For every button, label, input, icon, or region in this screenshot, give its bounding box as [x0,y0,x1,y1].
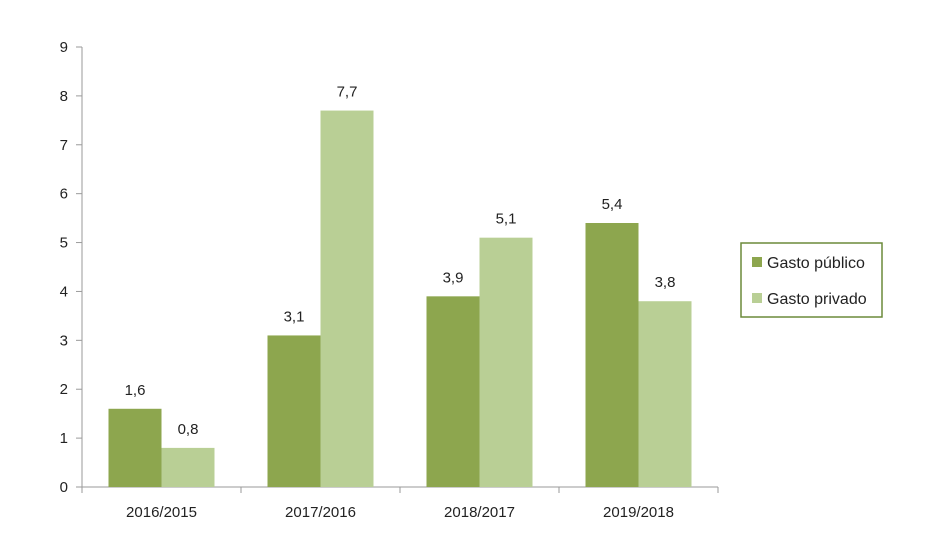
y-tick-label: 0 [60,479,68,496]
legend-box [740,242,883,318]
legend-label-gasto-privado: Gasto privado [767,291,867,308]
data-label: 0,8 [178,421,199,438]
data-label: 5,1 [496,211,517,228]
y-tick-label: 2 [60,381,68,398]
bar [426,296,480,487]
legend-swatch-gasto-privado [752,293,762,303]
bar [161,447,215,487]
data-label: 5,4 [602,196,623,213]
x-tick-label: 2018/2017 [444,504,515,521]
y-tick-label: 6 [60,186,68,203]
y-axis: 0 1 2 3 4 5 6 7 8 9 [60,39,83,496]
bar [585,223,639,487]
bar [320,110,374,488]
bar [267,335,321,487]
data-label: 3,9 [443,269,464,286]
legend-swatch-gasto-publico [752,257,762,267]
bar [638,301,692,487]
y-tick-label: 9 [60,39,68,56]
data-labels: 1,6 0,8 3,1 7,7 3,9 5,1 5,4 3,8 [125,84,676,438]
data-label: 3,1 [284,308,305,325]
y-tick-label: 4 [60,283,68,300]
data-label: 1,6 [125,382,146,399]
legend: Gasto público Gasto privado [740,242,883,318]
bars [108,110,692,488]
y-tick-label: 1 [60,430,68,447]
y-tick-label: 7 [60,137,68,154]
legend-label-gasto-publico: Gasto público [767,255,865,272]
x-tick-label: 2016/2015 [126,504,197,521]
bar [108,408,162,487]
x-tick-label: 2017/2016 [285,504,356,521]
y-tick-label: 5 [60,235,68,252]
y-tick-label: 3 [60,332,68,349]
y-tick-label: 8 [60,88,68,105]
data-label: 3,8 [655,274,676,291]
x-axis: 2016/2015 2017/2016 2018/2017 2019/2018 [81,486,719,521]
bar [479,237,533,487]
data-label: 7,7 [337,84,358,101]
x-tick-label: 2019/2018 [603,504,674,521]
